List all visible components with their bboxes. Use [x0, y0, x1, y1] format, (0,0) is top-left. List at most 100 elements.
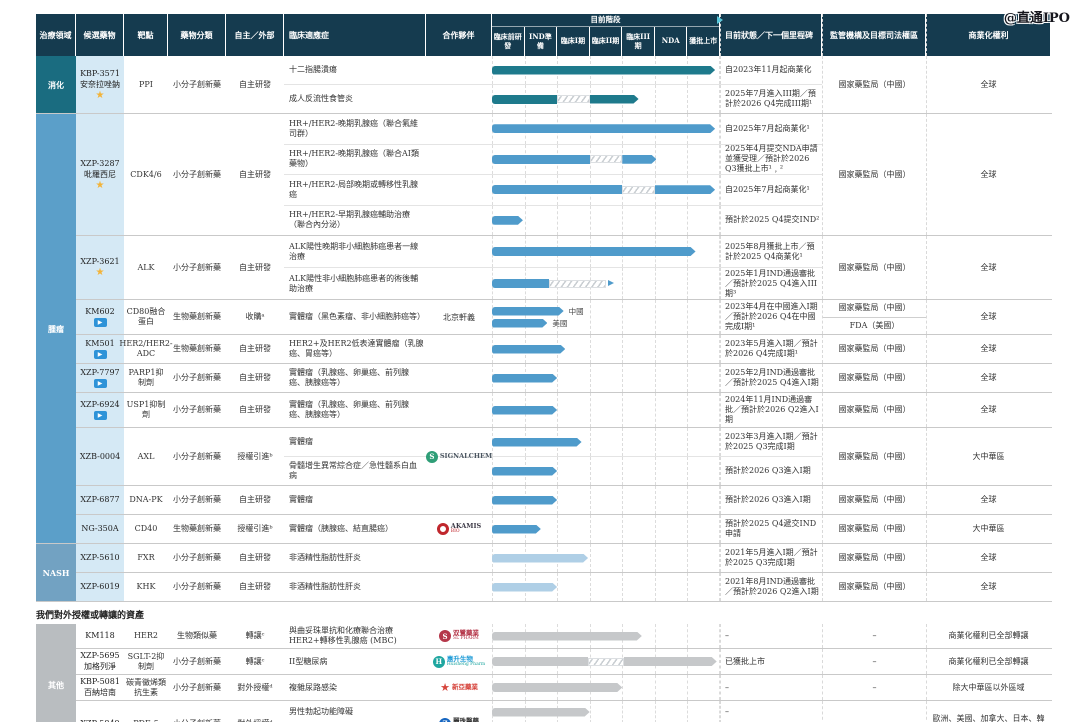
pipeline-block: XZP-3621 ★ ALK 小分子創新藥 自主研發 ALK陽性晚期非小細胞肺癌患者一線治… [76, 235, 1052, 299]
stage-gridline [622, 205, 623, 235]
partner-text: 双鷺藥業 SL PHARM [453, 630, 479, 642]
stage-bars [492, 268, 720, 299]
stage-bar [492, 216, 720, 225]
stage-gridline [622, 701, 623, 722]
header-therapy-area: 治療領域 [36, 14, 76, 56]
drug-class-cell: 小分子創新藥 [173, 656, 221, 666]
source-cell: 自主研發 [239, 262, 271, 272]
core-product-star-icon: ★ [95, 89, 105, 101]
stage-gridline [557, 515, 558, 543]
stage-gridline [687, 393, 688, 427]
indication-cell: 實體瘤 [289, 437, 313, 446]
progress-segment [492, 94, 558, 104]
candidate-code: XZP-5610 [80, 553, 120, 562]
stage-grid [492, 428, 720, 456]
stage-gridline [557, 457, 558, 485]
stage-bar [492, 467, 720, 476]
stage-gridline [687, 144, 688, 174]
partner-subname: SL PHARM [453, 636, 479, 642]
stage-bars [492, 457, 720, 485]
candidate-inner: KM118 [77, 631, 123, 641]
header-label: 治療領域 [39, 30, 72, 40]
progress-segment [492, 438, 582, 447]
pipeline-block: KBP-5081 百納培南 碳青黴烯類抗生素 小分子創新藥 對外授權ᵈ 複雜尿路感染 – – 除… [76, 674, 1052, 700]
stage-bar-region-label: 中國 [568, 306, 584, 316]
licensed-table: 其他 KM118 HER2 生物類似藥 轉讓ᶜ 與曲妥珠單抗和化療聯合治療HER2+轉移性… [36, 624, 1052, 722]
candidate-cell: XZP-3621 ★ [76, 236, 124, 299]
regulator-cell: – [822, 701, 926, 722]
candidate-code: KBP-3571 [80, 68, 120, 78]
candidate-code: KM602 [85, 307, 115, 316]
partner-logo-huisheng: H 惠升生物 Huisheng Pharm [432, 655, 486, 668]
key-product-icon: ▶ [93, 379, 107, 388]
indication-cell: HR+/HER2-局部晚期或轉移性乳腺癌 [289, 179, 419, 199]
stage-gridline [622, 268, 623, 299]
stage-grid [492, 573, 720, 601]
stage-gridline [687, 701, 688, 722]
regulator-cell: 國家藥監局（中國） [822, 486, 926, 514]
candidate-inner: KBP-3571 安奈拉唑鈉 ★ [77, 69, 123, 101]
drug-class-cell: 小分子創新藥 [173, 553, 221, 562]
status-cell: 2025年1月IND通過審批／預計於2025 Q4進入III期³ [720, 268, 822, 299]
stage-gridline [622, 364, 623, 392]
candidate-code: XZP-6019 [80, 582, 120, 591]
stage-gridline [719, 205, 720, 235]
stage-gridline [492, 300, 493, 334]
stage-bars [492, 145, 720, 175]
candidate-inner: XZB-0004 [77, 452, 123, 462]
stage-gridline [655, 624, 656, 648]
candidate-cell: XZP-7797 ▶ [76, 364, 124, 392]
progress-segment [492, 66, 715, 75]
status-cell: 已獲批上市 [720, 649, 822, 674]
stage-gridline [590, 205, 591, 235]
stage-gridline [687, 486, 688, 514]
header-label: 商業化權利 [968, 30, 1009, 40]
stage-group-header: 目前階段 [492, 14, 723, 27]
therapy-group: NASH XZP-5610 FXR 小分子創新藥 自主研發 非酒精性脂肪性肝炎 2021年5… [36, 543, 1052, 601]
drug-class-cell: 小分子創新藥 [173, 582, 221, 591]
regulator-item: – [823, 701, 926, 722]
stage-grid [492, 544, 720, 572]
partner-circle-icon: S [439, 630, 451, 642]
header-label: 藥物分類 [180, 30, 213, 40]
source-cell: 自主研發 [239, 582, 271, 591]
indication-row: HER2+及HER2低表達實體瘤（乳腺癌、胃癌等） 2023年5月進入I期／預計於… [284, 335, 822, 363]
pipeline-block: KM118 HER2 生物類似藥 轉讓ᶜ 與曲妥珠單抗和化療聯合治療HER2+轉移性乳腺… [76, 624, 1052, 648]
partner-subname: Huisheng Pharm [446, 661, 486, 667]
progress-segment [624, 657, 717, 666]
indication-cell: ALK陽性晚期非小細胞肺癌患者一線治療 [289, 241, 419, 261]
indication-cell: 實體瘤（胰腺癌、結直腸癌） [289, 524, 393, 533]
progress-segment [492, 583, 557, 592]
rights-cell: 大中華區 [926, 428, 1050, 485]
partner-cell: 北京軒義 [426, 300, 492, 334]
regulator-cell: 國家藥監局（中國） [822, 544, 926, 572]
candidate-cell: NG-350A [76, 515, 124, 543]
regulator-cell: 國家藥監局（中國） FDA（美國） [822, 300, 926, 334]
indication-cell: 成人反流性食管炎 [289, 94, 353, 103]
stage-bar [492, 154, 720, 164]
drug-class-cell: 小分子創新藥 [173, 682, 221, 692]
header-label: 候選藥物 [83, 30, 116, 40]
target-cell: DNA-PK [129, 495, 163, 504]
rights-cell: 全球 [926, 56, 1050, 113]
progress-segment [492, 632, 642, 641]
stage-bars [492, 428, 720, 456]
status-cell: 2023年3月進入I期／預計於2025 Q3完成I期 [720, 428, 822, 456]
rights-cell: 全球 [926, 236, 1050, 299]
stage-gridline [719, 675, 720, 700]
progress-segment [492, 374, 557, 383]
stage-gridline [719, 457, 720, 485]
partner-logo-signalchem: S SIGNALCHEM [425, 450, 492, 463]
stage-bar [492, 94, 720, 104]
partner-subname: BIO [450, 529, 460, 535]
stage-gridline [687, 428, 688, 456]
partner-spacer [426, 206, 492, 236]
source-cell: 自主研發 [239, 344, 271, 353]
indication-rows: 實體瘤 2023年3月進入I期／預計於2025 Q3完成I期 骨髓增生異常綜合症／急… [284, 428, 822, 485]
stage-gridline [687, 85, 688, 113]
stage-gridline [655, 205, 656, 235]
stage-gridline [525, 205, 526, 235]
regulator-cell: 國家藥監局（中國） [822, 515, 926, 543]
partner-name: 北京軒義 [443, 312, 475, 322]
regulator-item: 國家藥監局（中國） [838, 169, 911, 179]
